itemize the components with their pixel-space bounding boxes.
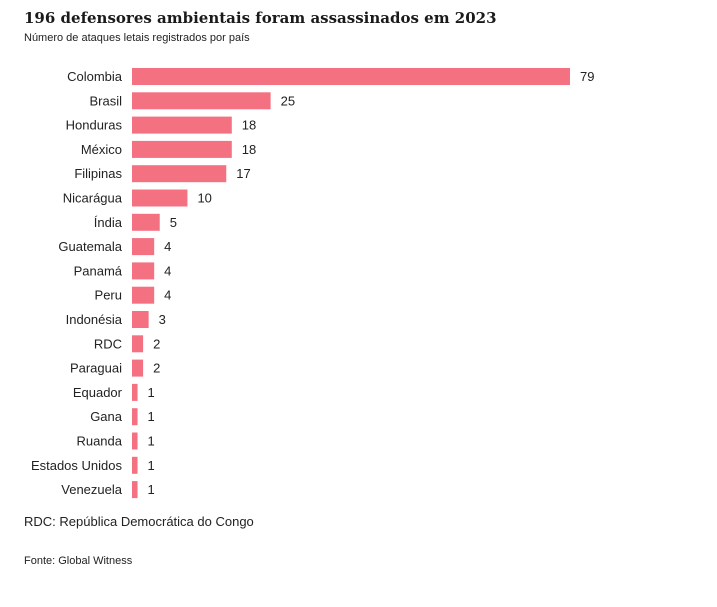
bar-indonésia <box>132 311 149 328</box>
chart-source: Fonte: Global Witness <box>24 555 133 567</box>
bar-méxico <box>132 140 232 158</box>
value-label: 4 <box>164 239 171 254</box>
value-label: 18 <box>242 118 256 133</box>
bar-peru <box>132 286 155 304</box>
bar-honduras <box>132 116 232 134</box>
category-label: RDC <box>94 336 122 351</box>
value-label: 25 <box>281 93 295 108</box>
chart-subtitle: Número de ataques letais registrados por… <box>24 32 250 44</box>
bar-índia <box>132 213 160 231</box>
category-label: Filipinas <box>74 166 122 181</box>
bar-panamá <box>132 262 155 280</box>
category-label: Honduras <box>66 118 123 133</box>
value-label: 2 <box>153 336 160 351</box>
bar-guatemala <box>132 238 155 256</box>
value-label: 4 <box>164 263 171 278</box>
category-label: Paraguai <box>70 361 122 376</box>
category-label: Peru <box>95 288 122 303</box>
value-label: 2 <box>153 361 160 376</box>
bar-brasil <box>132 92 271 110</box>
category-label: México <box>81 142 122 157</box>
bar-paraguai <box>132 359 144 377</box>
chart-note: RDC: República Democrática do Congo <box>24 514 254 529</box>
value-label: 4 <box>164 288 171 303</box>
value-label: 3 <box>159 312 166 327</box>
value-label: 1 <box>148 458 155 473</box>
category-label: Panamá <box>74 263 123 278</box>
category-label: Colombia <box>67 69 123 84</box>
category-label: Equador <box>73 385 123 400</box>
value-label: 1 <box>148 482 155 497</box>
bar-rdc <box>132 335 144 353</box>
bar-colombia <box>132 68 570 85</box>
bar-nicarágua <box>132 189 188 207</box>
category-label: Brasil <box>89 93 122 108</box>
bar-estados-unidos <box>132 456 138 474</box>
value-label: 17 <box>236 166 250 181</box>
category-label: Gana <box>90 409 123 424</box>
category-label: Nicarágua <box>63 191 123 206</box>
value-label: 1 <box>148 385 155 400</box>
bar-ruanda <box>132 432 138 450</box>
bar-equador <box>132 383 138 401</box>
bar-venezuela <box>132 481 138 499</box>
value-label: 18 <box>242 142 256 157</box>
bar-gana <box>132 408 138 426</box>
category-label: Ruanda <box>76 434 122 449</box>
category-label: Estados Unidos <box>31 458 123 473</box>
category-label: Venezuela <box>61 482 122 497</box>
value-label: 1 <box>148 434 155 449</box>
category-label: Guatemala <box>58 239 122 254</box>
value-label: 1 <box>148 409 155 424</box>
category-label: Índia <box>94 215 123 230</box>
value-label: 79 <box>580 69 594 84</box>
category-label: Indonésia <box>66 312 123 327</box>
bar-filipinas <box>132 165 227 183</box>
value-label: 5 <box>170 215 177 230</box>
chart-title: 196 defensores ambientais foram assassin… <box>24 9 497 27</box>
value-label: 10 <box>197 191 211 206</box>
